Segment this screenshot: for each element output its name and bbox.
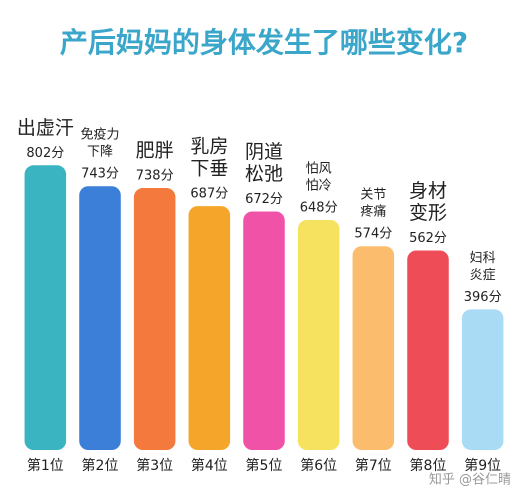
bar [133, 188, 176, 450]
x-tick-label: 第5位 [246, 457, 283, 474]
category-name: 下降 [87, 145, 113, 160]
x-tick-label: 第1位 [27, 457, 64, 474]
chart-title: 产后妈妈的身体发生了哪些变化? [60, 26, 468, 59]
category-name: 疼痛 [360, 204, 386, 220]
category-name: 乳房 [190, 136, 228, 158]
category-name: 阴道 [245, 141, 283, 163]
x-tick-label: 第6位 [300, 457, 337, 474]
category-name: 松弛 [245, 163, 283, 185]
bar [352, 246, 395, 450]
value-label: 562分 [409, 231, 447, 246]
value-label: 574分 [354, 227, 392, 242]
category-name: 出虚汗 [17, 117, 74, 139]
x-tick-label: 第3位 [136, 457, 173, 474]
x-tick-label: 第4位 [191, 457, 228, 474]
value-label: 396分 [464, 290, 502, 305]
bar [407, 250, 449, 450]
bar [79, 186, 121, 451]
category-name: 妇科 [470, 250, 496, 266]
category-name: 下垂 [190, 158, 228, 180]
value-label: 648分 [300, 200, 338, 215]
bar [297, 219, 340, 450]
bar [243, 211, 285, 450]
value-label: 802分 [26, 146, 64, 161]
category-name: 关节 [360, 188, 386, 203]
value-label: 743分 [81, 167, 119, 182]
bar [461, 309, 504, 450]
x-tick-label: 第7位 [355, 457, 392, 474]
category-name: 怕冷 [306, 178, 332, 193]
value-label: 672分 [245, 192, 283, 207]
x-tick-label: 第8位 [410, 457, 447, 474]
x-tick-label: 第2位 [82, 457, 119, 474]
value-label: 738分 [136, 169, 174, 184]
x-tick-label: 第9位 [464, 457, 501, 474]
watermark: 知乎 @谷仁晴 [429, 472, 511, 488]
category-name: 炎症 [470, 268, 496, 283]
category-name: 肥胖 [136, 140, 174, 162]
category-name: 身材 [409, 180, 447, 202]
category-name: 变形 [409, 202, 447, 224]
category-name: 怕风 [306, 161, 332, 176]
value-label: 687分 [190, 187, 228, 202]
bar [24, 165, 67, 451]
category-name: 免疫力 [80, 127, 119, 143]
bar [188, 206, 231, 450]
